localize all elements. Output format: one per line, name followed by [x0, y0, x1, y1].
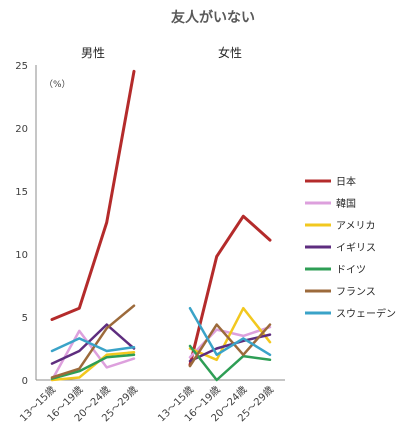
- series-line: [188, 333, 272, 363]
- legend-label: 韓国: [336, 198, 356, 210]
- legend-item: ドイツ: [305, 265, 366, 276]
- legend-item: アメリカ: [305, 220, 376, 232]
- series-line: [50, 337, 136, 353]
- series-line: [50, 353, 136, 380]
- series-line: [50, 69, 136, 321]
- y-tick-label: 5: [22, 313, 28, 324]
- y-tick-label: 10: [15, 250, 28, 261]
- legend-label: スウェーデン: [336, 307, 396, 320]
- series-line: [188, 214, 272, 367]
- legend-item: フランス: [305, 286, 376, 298]
- series-line: [188, 344, 272, 382]
- series-line: [188, 306, 272, 357]
- chart-title: 友人がいない: [171, 9, 255, 26]
- panel-label: 女性: [218, 45, 242, 60]
- y-tick-label: 25: [15, 61, 28, 72]
- panel-label: 男性: [81, 46, 105, 60]
- legend-label: フランス: [336, 286, 376, 298]
- series-line: [188, 323, 272, 368]
- y-tick-label: 15: [15, 187, 28, 198]
- legend-label: ドイツ: [336, 265, 366, 276]
- y-tick-label: 0: [22, 376, 28, 387]
- legend-item: イギリス: [305, 242, 376, 254]
- y-axis: 0 5 10 15 20 25: [15, 61, 285, 387]
- legend-label: イギリス: [336, 242, 376, 254]
- legend-label: アメリカ: [336, 220, 376, 232]
- legend-item: 日本: [305, 175, 356, 188]
- chart-panels: 男性13～15歳16～19歳20～24歳25～29歳女性13～15歳16～19歳…: [17, 45, 276, 424]
- legend-item: スウェーデン: [305, 307, 396, 320]
- legend-label: 日本: [336, 175, 356, 188]
- series-line: [50, 304, 136, 379]
- series-line: [50, 351, 136, 382]
- legend-item: 韓国: [305, 198, 356, 210]
- unit-label: （%）: [44, 79, 71, 90]
- series-line: [50, 323, 136, 365]
- y-tick-label: 20: [15, 124, 28, 135]
